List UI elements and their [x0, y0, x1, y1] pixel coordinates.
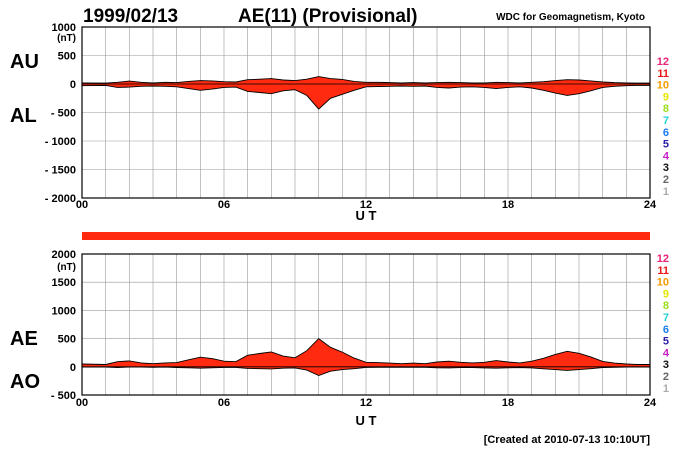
- y-tick-label: 500: [58, 51, 76, 63]
- station-count-label: 8: [663, 103, 669, 115]
- station-count-label: 10: [657, 80, 669, 92]
- y-tick-label: 0: [70, 362, 76, 374]
- station-count-label: 4: [663, 347, 670, 359]
- series-line-au: [81, 76, 650, 84]
- station-count-label: 3: [663, 162, 669, 174]
- series-fill-area: [82, 338, 650, 376]
- station-count-label: 12: [657, 56, 669, 68]
- y-tick-label: - 500: [51, 108, 76, 120]
- series-line-ae: [81, 338, 650, 365]
- station-count-label: 2: [663, 174, 669, 186]
- station-count-label: 6: [663, 324, 669, 336]
- y-tick-label: 500: [58, 334, 76, 346]
- source-label: WDC for Geomagnetism, Kyoto: [496, 12, 645, 23]
- plot-frame: [81, 253, 651, 396]
- y-unit-label: (nT): [57, 262, 76, 273]
- station-count-label: 5: [663, 336, 669, 348]
- y-tick-label: 1500: [52, 277, 76, 289]
- date-title: 1999/02/13: [83, 6, 178, 27]
- y-tick-label: 1000: [52, 305, 76, 317]
- y-tick-label: - 1500: [45, 165, 76, 177]
- x-tick-label: 00: [76, 397, 88, 409]
- station-count-label: 1: [663, 186, 669, 198]
- x-tick-label: 06: [218, 199, 230, 211]
- y-tick-label: 2000: [52, 249, 76, 261]
- station-count-label: 4: [663, 150, 670, 162]
- au-al-panel: 1000 500 0 - 500 - 1000 - 1500 - 2000 (nT) 00 06 1…: [10, 22, 657, 223]
- x-tick-label: 06: [218, 397, 230, 409]
- panel-label-upper: AU: [10, 51, 39, 73]
- x-axis-label: U T: [356, 208, 377, 223]
- station-count-label: 9: [663, 91, 669, 103]
- data-status-bar: [82, 232, 650, 240]
- station-count-label: 10: [657, 277, 669, 289]
- station-count-label: 5: [663, 139, 669, 151]
- x-tick-label: 12: [360, 397, 372, 409]
- station-count-label: 7: [663, 312, 669, 324]
- series-fill-area: [82, 76, 650, 110]
- y-tick-label: - 2000: [45, 193, 76, 205]
- x-axis-label: U T: [356, 413, 377, 428]
- created-timestamp: [Created at 2010-07-13 10:10UT]: [484, 434, 651, 446]
- x-tick-label: 18: [502, 397, 514, 409]
- y-tick-label: 0: [70, 79, 76, 91]
- x-tick-label: 24: [644, 397, 657, 409]
- y-tick-label: 1000: [52, 22, 76, 34]
- station-count-label: 9: [663, 288, 669, 300]
- x-tick-label: 00: [76, 199, 88, 211]
- panel-label-lower: AO: [10, 371, 40, 393]
- x-tick-label: 12: [360, 199, 372, 211]
- y-tick-label: - 500: [51, 390, 76, 402]
- station-count-label: 12: [657, 253, 669, 265]
- x-tick-label: 24: [644, 199, 657, 211]
- station-count-label: 7: [663, 115, 669, 127]
- station-count-label: 2: [663, 371, 669, 383]
- station-count-label: 1: [663, 383, 669, 395]
- y-unit-label: (nT): [57, 33, 76, 44]
- plot-frame: [81, 26, 651, 199]
- station-count-label: 3: [663, 359, 669, 371]
- panel-label-lower: AL: [10, 105, 37, 127]
- y-tick-label: - 1000: [45, 136, 76, 148]
- station-count-label: 6: [663, 127, 669, 139]
- ae-ao-panel: 2000 1500 1000 500 0 - 500 (nT) 00 06 12 18 24 U T AE…: [10, 249, 657, 428]
- series-line-al: [81, 84, 650, 110]
- station-count-label: 8: [663, 300, 669, 312]
- panel-label-upper: AE: [10, 328, 38, 350]
- station-count-label: 11: [657, 265, 669, 277]
- index-title: AE(11) (Provisional): [238, 6, 418, 27]
- x-tick-label: 18: [502, 199, 514, 211]
- station-count-label: 11: [657, 68, 669, 80]
- series-line-ao: [82, 366, 650, 376]
